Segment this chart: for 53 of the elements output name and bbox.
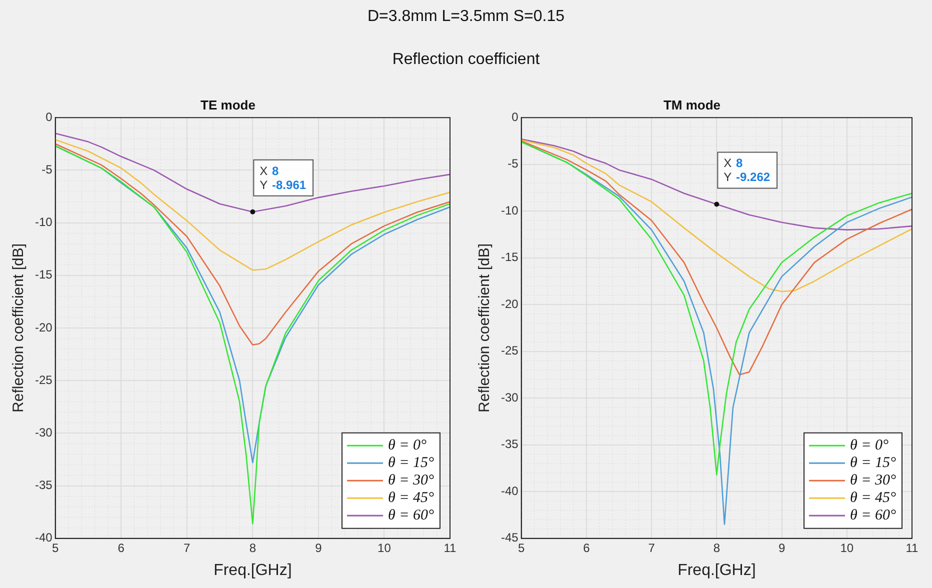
x-tick-label: 5 — [518, 540, 525, 555]
legend-label: θ = 30° — [388, 472, 434, 489]
y-tick-label: -10 — [501, 203, 519, 218]
x-tick-label: 8 — [713, 540, 720, 555]
x-axis-title: Freq.[GHz] — [678, 562, 756, 579]
x-tick-label: 9 — [315, 540, 322, 555]
x-tick-label: 6 — [118, 540, 125, 555]
y-tick-label: -5 — [508, 156, 519, 171]
legend-label: θ = 45° — [850, 490, 896, 506]
legend-label: θ = 0° — [388, 438, 427, 454]
legend-label: θ = 60° — [850, 508, 896, 524]
text: D=3.8mm L=3.5mm S=0.15 — [366, 8, 566, 26]
legend-label: θ = 45° — [388, 490, 434, 506]
annotation: X 8 Y -8.961 — [260, 164, 306, 192]
legend-label: θ = 60° — [388, 508, 434, 524]
x-tick-label: 6 — [583, 540, 590, 555]
y-tick-label: -45 — [501, 530, 519, 545]
chart-title: TM mode — [663, 97, 721, 112]
y-tick-label: 0 — [512, 110, 519, 124]
y-tick-label: -30 — [501, 390, 519, 404]
x-tick-label: 5 — [52, 540, 59, 555]
y-tick-label: -35 — [35, 478, 53, 492]
x-tick-label: 9 — [778, 540, 786, 555]
y-tick-label: -25 — [501, 344, 519, 358]
y-tick-label: 0 — [46, 110, 53, 124]
y-tick-label: -5 — [42, 162, 53, 177]
x-tick-label: 10 — [840, 540, 854, 555]
y-tick-label: -20 — [35, 320, 53, 334]
x-tick-label: 7 — [184, 540, 191, 555]
legend-label: θ = 30° — [850, 472, 896, 489]
y-tick-label: -25 — [35, 372, 53, 387]
chart-title: TE mode — [200, 97, 256, 112]
annotation: X 8 Y -9.262 — [724, 156, 770, 184]
y-tick-label: -15 — [501, 250, 519, 264]
legend-label: θ = 0° — [850, 438, 889, 454]
y-tick-label: -20 — [501, 296, 519, 311]
text: Reflection coefficient — [391, 51, 541, 69]
y-tick-label: -10 — [35, 215, 53, 230]
x-tick-label: 11 — [444, 540, 457, 555]
legend-label: θ = 15° — [850, 455, 896, 472]
x-tick-label: 8 — [249, 540, 256, 555]
y-tick-label: -40 — [35, 530, 53, 545]
legend-label: θ = 15° — [388, 455, 434, 472]
x-axis-title: Freq.[GHz] — [214, 562, 292, 579]
y-axis-title: Reflection coefficient [dB] — [10, 244, 28, 412]
y-tick-label: -35 — [501, 437, 519, 452]
x-tick-label: 7 — [648, 540, 656, 555]
x-tick-label: 11 — [906, 540, 919, 555]
x-tick-label: 10 — [378, 540, 392, 555]
y-tick-label: -15 — [35, 268, 53, 282]
y-axis-title: Reflection coefficient [dB] — [476, 244, 494, 412]
y-tick-label: -40 — [501, 484, 519, 498]
y-tick-label: -30 — [35, 426, 53, 440]
